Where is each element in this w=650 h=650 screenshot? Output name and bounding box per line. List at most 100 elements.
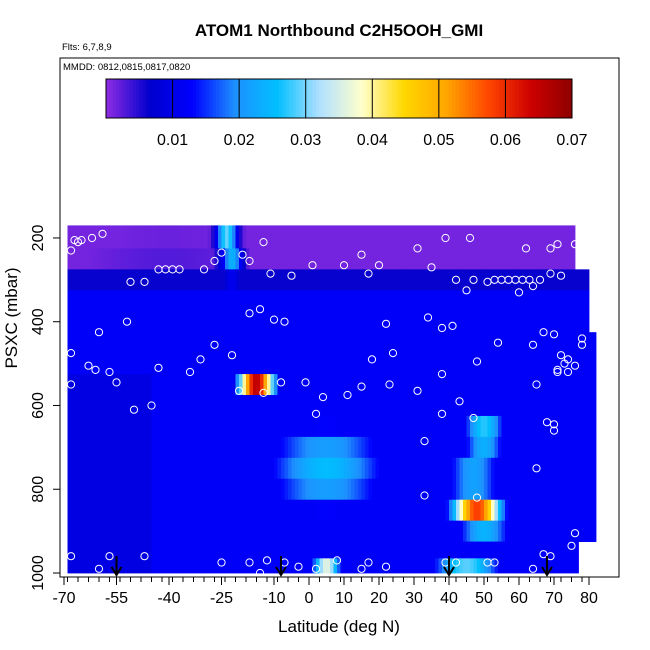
heatmap-cell	[71, 541, 75, 559]
heatmap-cell	[372, 311, 376, 333]
heatmap-cell	[382, 290, 387, 312]
heatmap-cell	[452, 353, 457, 375]
heatmap-cell	[421, 395, 425, 417]
heatmap-cell	[298, 520, 303, 542]
sample-point	[175, 265, 184, 274]
heatmap-cell	[382, 457, 387, 480]
heatmap-cell	[529, 225, 534, 249]
heatmap-cell	[361, 332, 366, 354]
heatmap-cell	[116, 499, 121, 522]
heatmap-cell	[172, 311, 177, 333]
colorbar-segment	[199, 79, 204, 118]
heatmap-cell	[277, 541, 282, 559]
heatmap-cell	[158, 457, 163, 480]
heatmap-cell	[221, 415, 226, 438]
heatmap-cell	[169, 248, 173, 270]
heatmap-cell	[134, 374, 138, 396]
heatmap-cell	[438, 311, 443, 333]
heatmap-cell	[141, 558, 145, 574]
heatmap-cell	[337, 436, 341, 459]
heatmap-cell	[337, 374, 341, 396]
heatmap-cell	[445, 248, 450, 270]
heatmap-cell	[270, 541, 275, 559]
heatmap-cell	[74, 520, 79, 542]
heatmap-cell	[232, 225, 236, 249]
heatmap-cell	[526, 478, 530, 501]
heatmap-cell	[309, 478, 313, 501]
heatmap-cell	[347, 558, 352, 574]
heatmap-cell	[585, 415, 590, 438]
heatmap-cell	[421, 415, 425, 438]
heatmap-cell	[109, 499, 114, 522]
heatmap-cell	[477, 558, 481, 574]
heatmap-cell	[176, 499, 180, 522]
heatmap-cell	[218, 541, 222, 559]
heatmap-cell	[435, 558, 439, 574]
heatmap-cell	[221, 395, 226, 417]
heatmap-cell	[267, 332, 271, 354]
heatmap-cell	[368, 415, 373, 438]
heatmap-cell	[505, 353, 509, 375]
heatmap-cell	[491, 353, 495, 375]
heatmap-cell	[375, 353, 380, 375]
heatmap-cell	[477, 415, 481, 438]
heatmap-cell	[148, 290, 152, 312]
heatmap-cell	[487, 415, 492, 438]
sample-point	[535, 275, 545, 284]
heatmap-cell	[515, 520, 520, 542]
heatmap-cell	[421, 311, 425, 333]
heatmap-cell	[148, 395, 152, 417]
heatmap-cell	[494, 353, 499, 375]
heatmap-cell	[253, 290, 257, 312]
heatmap-cell	[393, 332, 397, 354]
sample-point	[112, 378, 121, 387]
heatmap-cell	[256, 499, 261, 522]
heatmap-cell	[228, 269, 233, 291]
heatmap-cell	[211, 415, 215, 438]
heatmap-cell	[81, 499, 86, 522]
heatmap-cell	[221, 457, 226, 480]
heatmap-cell	[424, 311, 429, 333]
heatmap-cell	[225, 558, 229, 574]
heatmap-cell	[407, 478, 411, 501]
heatmap-cell	[452, 457, 457, 480]
heatmap-cell	[120, 311, 124, 333]
colorbar-segment	[505, 79, 510, 118]
heatmap-cell	[379, 499, 383, 522]
heatmap-cell	[386, 520, 390, 542]
heatmap-cell	[228, 395, 233, 417]
heatmap-cell	[501, 269, 506, 291]
heatmap-cell	[190, 478, 194, 501]
heatmap-cell	[169, 415, 173, 438]
heatmap-cell	[536, 269, 541, 291]
colorbar-tick-label: 0.07	[556, 132, 587, 149]
heatmap-cell	[417, 520, 422, 542]
heatmap-cell	[207, 436, 212, 459]
heatmap-cell	[155, 248, 159, 270]
heatmap-cell	[221, 269, 226, 291]
heatmap-cell	[74, 332, 79, 354]
heatmap-cell	[123, 499, 128, 522]
heatmap-cell	[407, 269, 411, 291]
heatmap-cell	[442, 353, 446, 375]
heatmap-cell	[372, 248, 376, 270]
sample-point	[472, 493, 482, 502]
heatmap-cell	[291, 415, 296, 438]
heatmap-cell	[134, 225, 138, 249]
heatmap-cell	[435, 225, 439, 249]
heatmap-cell	[459, 457, 464, 480]
heatmap-cell	[302, 478, 306, 501]
heatmap-cell	[578, 290, 583, 312]
heatmap-cell	[589, 499, 593, 522]
heatmap-cell	[428, 541, 432, 559]
heatmap-cell	[480, 520, 485, 542]
heatmap-cell	[162, 248, 166, 270]
heatmap-cell	[589, 436, 593, 459]
heatmap-cell	[484, 457, 488, 480]
heatmap-cell	[365, 541, 369, 559]
heatmap-cell	[263, 478, 268, 501]
heatmap-cell	[428, 290, 432, 312]
heatmap-cell	[305, 353, 310, 375]
heatmap-cell	[225, 269, 229, 291]
colorbar-segment	[482, 79, 486, 118]
